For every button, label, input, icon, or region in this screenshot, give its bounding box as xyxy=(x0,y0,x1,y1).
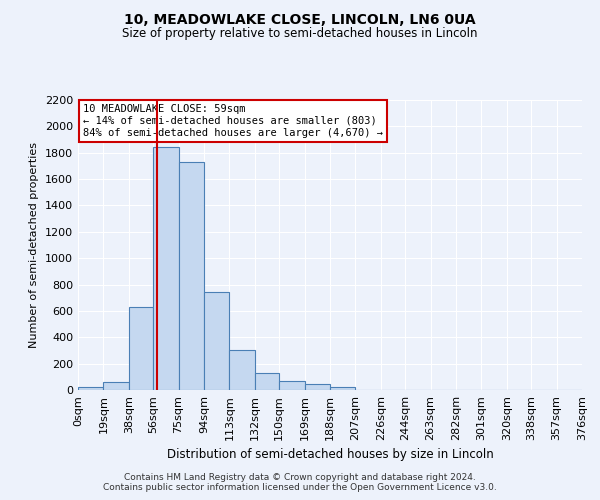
Bar xyxy=(103,382,129,390)
Bar xyxy=(330,388,355,390)
Bar xyxy=(78,388,103,390)
X-axis label: Distribution of semi-detached houses by size in Lincoln: Distribution of semi-detached houses by … xyxy=(167,448,493,462)
Bar xyxy=(153,148,179,390)
Text: Contains public sector information licensed under the Open Government Licence v3: Contains public sector information licen… xyxy=(103,484,497,492)
Bar xyxy=(204,292,229,390)
Bar xyxy=(229,350,255,390)
Text: 10 MEADOWLAKE CLOSE: 59sqm
← 14% of semi-detached houses are smaller (803)
84% o: 10 MEADOWLAKE CLOSE: 59sqm ← 14% of semi… xyxy=(83,104,383,138)
Bar xyxy=(255,373,279,390)
Bar xyxy=(279,381,305,390)
Bar xyxy=(179,162,204,390)
Bar xyxy=(305,384,330,390)
Text: Size of property relative to semi-detached houses in Lincoln: Size of property relative to semi-detach… xyxy=(122,28,478,40)
Y-axis label: Number of semi-detached properties: Number of semi-detached properties xyxy=(29,142,40,348)
Text: 10, MEADOWLAKE CLOSE, LINCOLN, LN6 0UA: 10, MEADOWLAKE CLOSE, LINCOLN, LN6 0UA xyxy=(124,12,476,26)
Text: Contains HM Land Registry data © Crown copyright and database right 2024.: Contains HM Land Registry data © Crown c… xyxy=(124,472,476,482)
Bar xyxy=(129,307,153,390)
